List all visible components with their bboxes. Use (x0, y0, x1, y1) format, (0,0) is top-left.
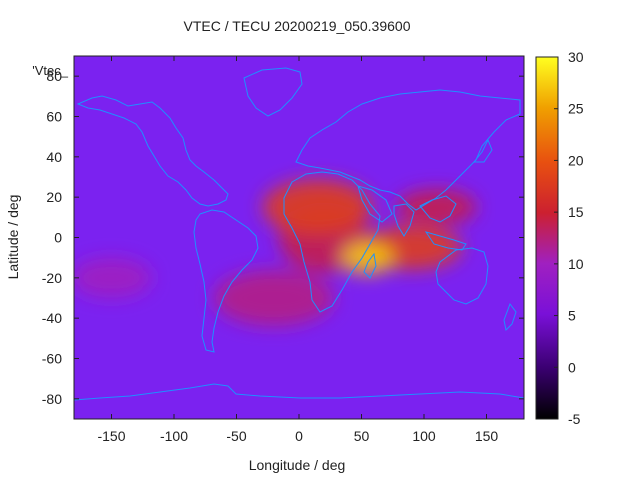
colorbar-tick-label: 30 (568, 49, 584, 65)
coastline-australia (435, 247, 489, 305)
coastline-africa (283, 171, 381, 313)
x-axis-label: Longitude / deg (249, 457, 346, 473)
legend-label: 'Vtec_ (32, 63, 68, 78)
y-tick-label: -40 (42, 310, 62, 326)
x-tick-label: 150 (475, 428, 499, 444)
colorbar: -5 0 5 10 15 20 25 30 (535, 49, 584, 427)
x-tick-label: 100 (412, 428, 436, 444)
x-tick-label: -50 (226, 428, 246, 444)
y-tick-label: 40 (46, 149, 62, 165)
y-tick-label: -20 (42, 270, 62, 286)
colorbar-gradient (535, 56, 559, 420)
coastline-antarctica (74, 383, 524, 401)
coastline-new-zealand (503, 302, 517, 332)
x-tick-label: 50 (354, 428, 370, 444)
y-tick-label: 80 (46, 68, 62, 84)
colorbar-tick-label: 0 (568, 359, 576, 375)
colorbar-tick-label: 25 (568, 101, 584, 117)
coastline-europe-asia (295, 89, 521, 211)
coastlines (74, 67, 524, 401)
coastline-greenland (243, 67, 303, 117)
colorbar-tick-label: 15 (568, 204, 584, 220)
coastline-india (393, 203, 415, 237)
y-tick-label: 0 (54, 230, 62, 246)
y-tick-label: 20 (46, 189, 62, 205)
tec-region-south-atlantic (214, 270, 334, 326)
x-axis-ticks: -150 -100 -50 0 50 100 150 (97, 56, 498, 444)
y-tick-label: -80 (42, 391, 62, 407)
colorbar-tick-label: 5 (568, 308, 576, 324)
x-tick-label: 0 (295, 428, 303, 444)
tec-region-southeast-asia (396, 189, 477, 226)
y-axis-ticks: -80 -60 -40 -20 0 20 40 60 80 (42, 68, 524, 407)
x-tick-label: -150 (97, 428, 125, 444)
y-tick-label: -60 (42, 351, 62, 367)
coastline-north-america (76, 95, 229, 207)
coastline-south-america (193, 209, 259, 353)
colorbar-tick-label: 10 (568, 256, 584, 272)
colorbar-tick-label: -5 (568, 411, 581, 427)
coastline-southeast-asia (419, 195, 467, 251)
y-tick-label: 60 (46, 109, 62, 125)
x-tick-label: -100 (160, 428, 188, 444)
coastline-madagascar (363, 252, 377, 279)
colorbar-tick-label: 20 (568, 152, 584, 168)
y-axis-label: Latitude / deg (5, 195, 21, 280)
plot-area: 'Vtec_ (32, 55, 525, 420)
tec-region-south-pacific (74, 257, 152, 298)
tec-region-indian-ocean-peak (341, 241, 394, 274)
chart-title: VTEC / TECU 20200219_050.39600 (183, 18, 410, 34)
colorbar-ticks: -5 0 5 10 15 20 25 30 (554, 49, 584, 427)
coastline-japan (472, 138, 493, 163)
tec-region-africa-north-tropics (262, 179, 373, 236)
coastline-arabia (357, 185, 393, 223)
tec-field (74, 179, 477, 326)
